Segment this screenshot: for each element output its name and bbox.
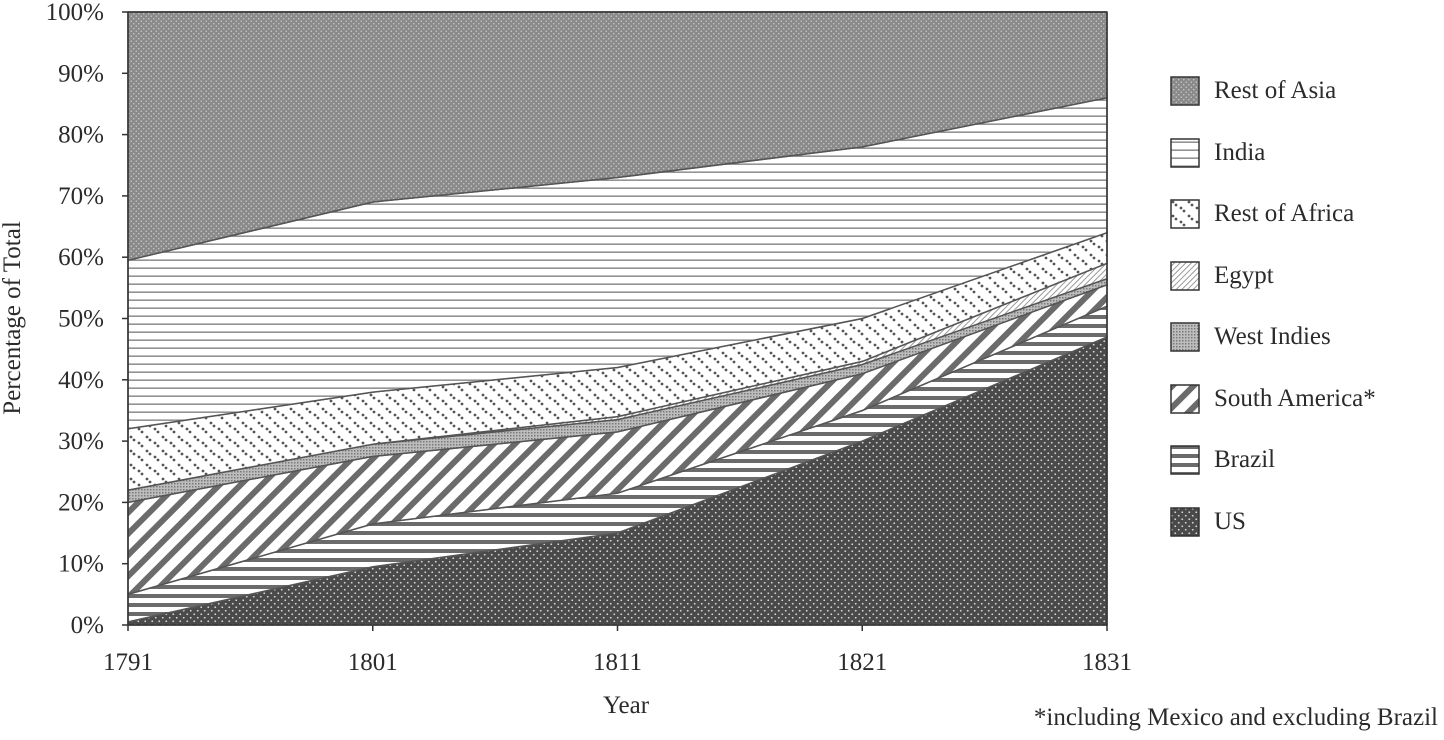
y-tick-label: 70% — [58, 183, 104, 210]
legend-label: Egypt — [1214, 261, 1274, 289]
area-layers — [127, 11, 1108, 626]
legend-label: Rest of Africa — [1214, 200, 1355, 227]
legend-label: West Indies — [1214, 323, 1331, 350]
legend-swatch — [1170, 137, 1200, 168]
legend-label: India — [1214, 138, 1266, 166]
y-tick-label: 30% — [58, 428, 104, 455]
legend-swatch — [1170, 199, 1200, 229]
legend-item: Rest of Asia — [1170, 74, 1336, 108]
legend-item: Rest of Africa — [1170, 197, 1354, 231]
y-tick-label: 60% — [58, 244, 104, 271]
y-tick-label: 40% — [58, 367, 104, 394]
y-tick-label: 50% — [58, 306, 104, 333]
legend-label: Rest of Asia — [1214, 77, 1337, 104]
y-tick-label: 90% — [58, 60, 104, 87]
footnote: *including Mexico and excluding Brazil — [1033, 704, 1438, 731]
legend-item: Brazil — [1170, 443, 1275, 477]
legend-swatch — [1170, 445, 1200, 475]
tick-labels: 0% 10% 20% 30% 40% 50% 60% 70% 80% 90% 100% 1791 180… — [46, 0, 1132, 676]
x-tick-label: 1801 — [348, 649, 398, 676]
legend-swatch — [1170, 506, 1200, 537]
legend-swatch — [1170, 76, 1200, 106]
x-tick-label: 1821 — [837, 649, 887, 676]
y-tick-label: 20% — [58, 489, 104, 516]
y-tick-label: 100% — [46, 0, 104, 26]
legend-label: South America* — [1214, 384, 1376, 412]
legend-item: India — [1170, 136, 1265, 170]
y-axis-title: Percentage of Total — [0, 221, 26, 415]
axes — [122, 11, 1108, 631]
legend-item: West Indies — [1170, 320, 1331, 354]
legend-swatch — [1170, 322, 1200, 352]
legend-item: Egypt — [1170, 259, 1274, 293]
x-tick-label: 1811 — [593, 649, 642, 676]
y-tick-label: 10% — [58, 551, 104, 578]
legend-label: Brazil — [1214, 446, 1276, 473]
y-tick-label: 80% — [58, 122, 104, 149]
x-tick-label: 1831 — [1082, 649, 1132, 676]
legend-label: US — [1214, 507, 1246, 535]
legend-swatch — [1170, 260, 1200, 291]
x-axis-title: Year — [603, 692, 650, 719]
y-tick-label: 0% — [71, 612, 104, 639]
legend-item: US — [1170, 505, 1246, 539]
legend-swatch — [1170, 383, 1200, 414]
x-tick-label: 1791 — [103, 649, 153, 676]
legend-item: South America* — [1170, 382, 1376, 416]
